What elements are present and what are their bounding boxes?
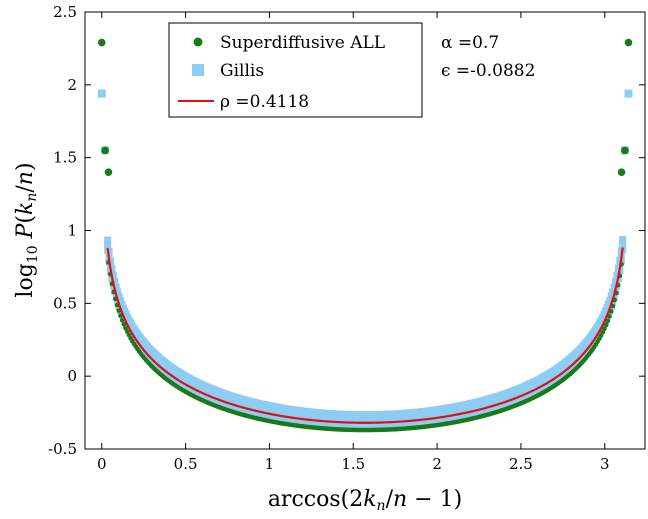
- x-ticks: 0 0.5 1 1.5 2 2.5 3: [97, 12, 610, 473]
- y-tick-label: 2: [67, 76, 77, 94]
- gillis-point: [104, 241, 112, 249]
- rho-fit-line: [106, 247, 624, 424]
- y-tick-label: -0.5: [48, 440, 77, 458]
- y-tick-label: 2.5: [53, 3, 77, 21]
- gillis-point: [104, 236, 112, 244]
- series-superdiffusive: [97, 38, 633, 433]
- gillis-point: [114, 288, 122, 296]
- superdiffusive-point: [119, 317, 125, 323]
- y-tick-label: 1: [67, 222, 77, 240]
- gillis-point: [624, 89, 633, 98]
- annotation-alpha: α =0.7: [441, 33, 499, 53]
- y-axis-label: log10 P(kn/n): [13, 162, 41, 297]
- superdiffusive-point: [605, 318, 611, 324]
- gillis-point: [619, 235, 627, 243]
- superdiffusive-point: [123, 325, 128, 331]
- x-axis-label: arccos(2kn/n − 1): [268, 487, 462, 514]
- x-tick-label: 1.5: [341, 455, 365, 473]
- superdiffusive-point: [121, 322, 127, 327]
- plot-marks: [97, 38, 633, 433]
- superdiffusive-point: [621, 146, 629, 155]
- gillis-point: [109, 272, 117, 280]
- superdiffusive-point: [607, 314, 612, 319]
- legend: Superdiffusive ALL Gillis ρ =0.4118: [168, 22, 423, 118]
- gillis-point: [106, 257, 114, 265]
- x-tick-label: 0.5: [174, 455, 198, 473]
- y-ticks: -0.5 0 0.5 1 1.5 2 2.5: [48, 3, 645, 458]
- gillis-point: [118, 300, 126, 308]
- x-tick-label: 2: [432, 455, 442, 473]
- superdiffusive-point: [602, 326, 607, 332]
- legend-label-gillis: Gillis: [220, 61, 264, 81]
- y-tick-label: 0: [67, 367, 77, 385]
- x-tick-label: 0: [97, 455, 107, 473]
- gillis-point: [108, 265, 116, 273]
- gillis-point: [97, 89, 106, 98]
- y-tick-label: 1.5: [53, 149, 77, 167]
- x-tick-label: 3: [600, 455, 610, 473]
- superdiffusive-point: [97, 38, 106, 47]
- legend-marker-superdiffusive: [193, 37, 203, 47]
- x-tick-label: 2.5: [509, 455, 533, 473]
- gillis-point: [112, 283, 120, 291]
- gillis-point: [117, 297, 125, 305]
- superdiffusive-point: [118, 313, 123, 318]
- legend-label-rho: ρ =0.4118: [220, 92, 309, 112]
- superdiffusive-point: [600, 330, 606, 335]
- legend-label-superdiffusive: Superdiffusive ALL: [220, 33, 385, 53]
- y-tick-label: 0.5: [53, 294, 77, 312]
- superdiffusive-point: [104, 168, 113, 177]
- superdiffusive-point: [617, 168, 626, 177]
- series-gillis: [97, 89, 633, 429]
- gillis-point: [115, 292, 123, 300]
- superdiffusive-point: [624, 38, 633, 47]
- annotation-epsilon: ϵ =-0.0882: [441, 61, 535, 81]
- x-tick-label: 1: [265, 455, 275, 473]
- superdiffusive-point: [603, 322, 609, 328]
- superdiffusive-point: [101, 146, 109, 155]
- gillis-point: [619, 241, 627, 249]
- legend-marker-gillis: [192, 64, 204, 76]
- gillis-point: [111, 278, 119, 286]
